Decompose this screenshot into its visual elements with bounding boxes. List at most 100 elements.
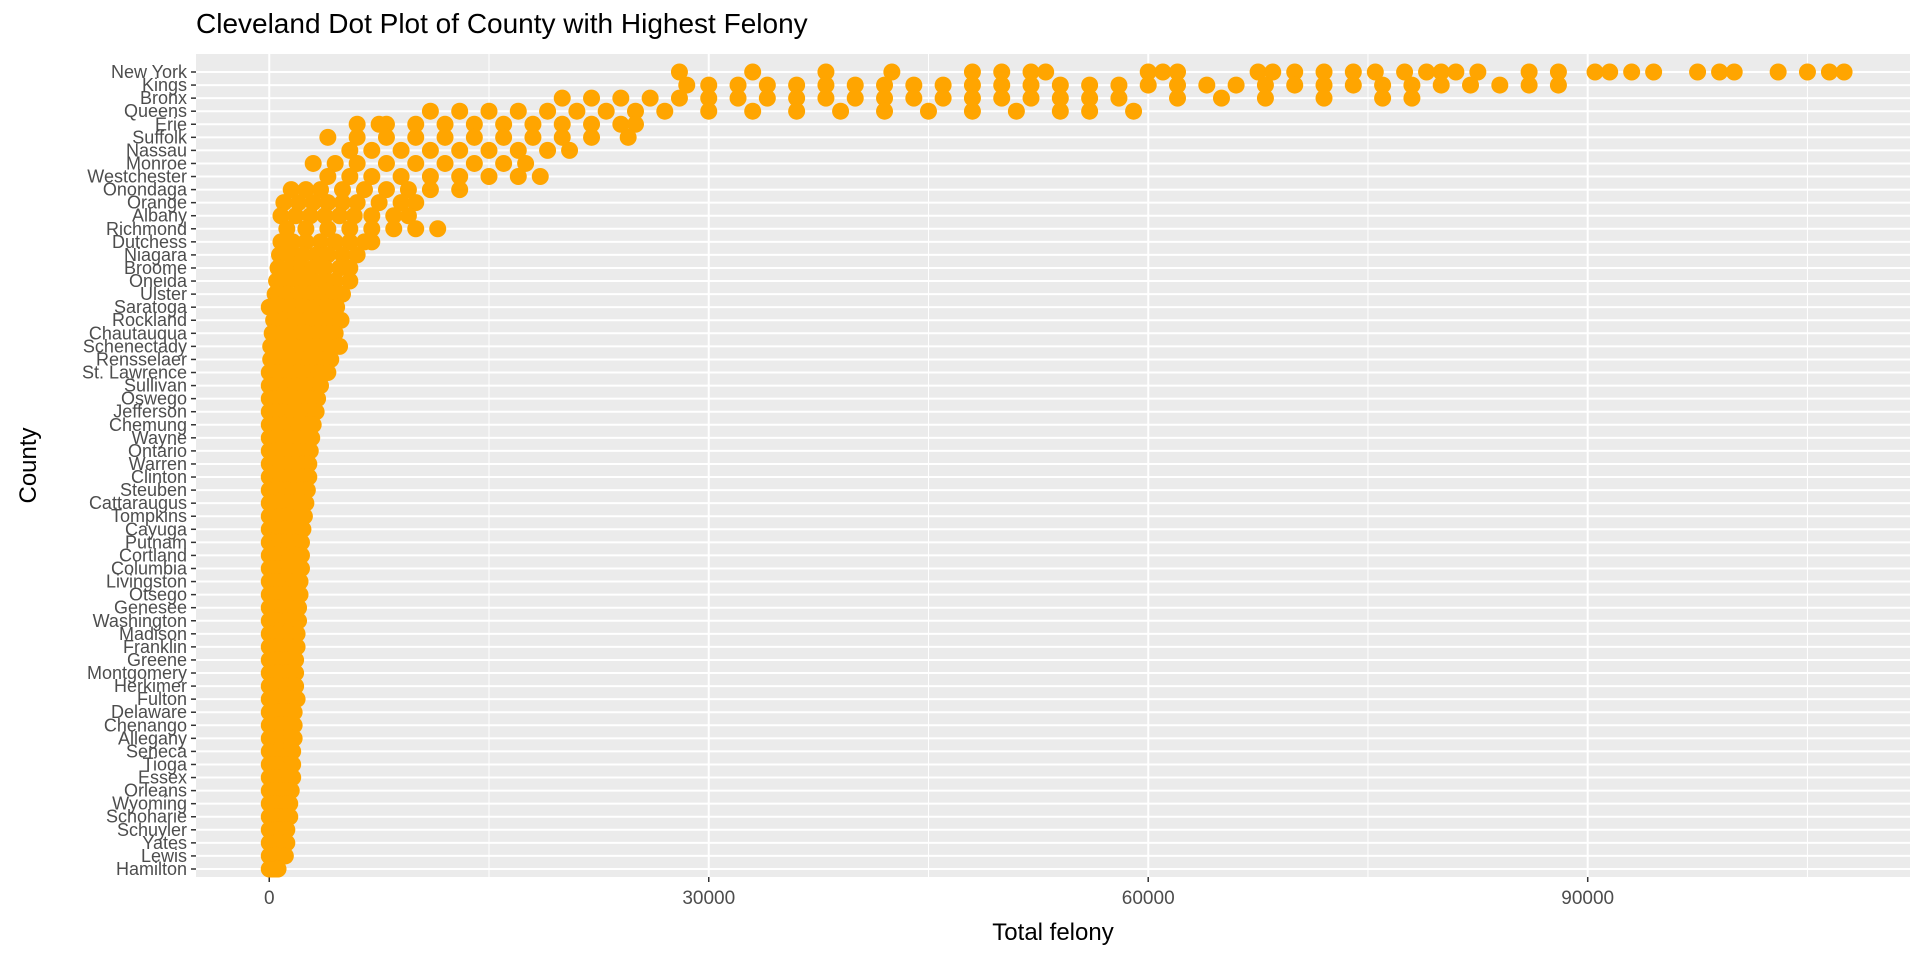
y-tick-label: Allegany: [118, 728, 187, 748]
y-tick-label: Schenectady: [83, 336, 187, 356]
y-tick-label: Sullivan: [124, 376, 187, 396]
data-point: [285, 729, 303, 747]
data-point: [363, 220, 381, 238]
data-point: [278, 834, 296, 852]
y-tick-label: Montgomery: [87, 663, 187, 683]
data-point: [333, 181, 351, 199]
y-tick-label: Livingston: [106, 572, 187, 592]
data-point: [333, 285, 351, 303]
data-point: [407, 128, 425, 146]
y-tick-label: Wyoming: [112, 794, 187, 814]
data-point: [282, 181, 300, 199]
data-point: [1315, 63, 1333, 81]
data-point: [568, 102, 586, 120]
data-point: [1586, 63, 1604, 81]
y-tick-label: Ulster: [140, 284, 187, 304]
data-point: [1374, 76, 1392, 94]
data-point: [788, 89, 806, 107]
data-point: [480, 168, 498, 186]
data-point: [1249, 63, 1267, 81]
y-tick-label: Ontario: [128, 441, 187, 461]
data-point: [1154, 63, 1172, 81]
y-tick-label: Essex: [138, 768, 187, 788]
data-point: [963, 63, 981, 81]
y-tick-label: Oneida: [129, 271, 188, 291]
data-point: [1212, 89, 1230, 107]
data-point: [517, 154, 535, 172]
data-point: [363, 233, 381, 251]
data-point: [678, 76, 696, 94]
data-point: [407, 220, 425, 238]
y-tick-label: Erie: [155, 114, 187, 134]
data-point: [656, 102, 674, 120]
data-point: [370, 194, 388, 212]
data-point: [1403, 76, 1421, 94]
data-point: [292, 259, 310, 277]
data-point: [1462, 76, 1480, 94]
data-point: [1051, 102, 1069, 120]
data-point: [407, 115, 425, 133]
y-tick-label: Wayne: [132, 428, 187, 448]
y-tick-label: Rockland: [112, 310, 187, 330]
data-point: [758, 76, 776, 94]
data-point: [1725, 63, 1743, 81]
data-point: [341, 220, 359, 238]
y-tick-label: Suffolk: [132, 127, 188, 147]
data-point: [1820, 63, 1838, 81]
data-point: [294, 520, 312, 538]
data-point: [700, 89, 718, 107]
data-point: [1344, 63, 1362, 81]
data-point: [319, 337, 337, 355]
data-point: [316, 207, 334, 225]
data-point: [291, 573, 309, 591]
data-point: [583, 89, 601, 107]
data-point: [341, 141, 359, 159]
y-tick-label: Jefferson: [113, 402, 187, 422]
data-point: [301, 285, 319, 303]
data-point: [276, 847, 294, 865]
data-point: [641, 89, 659, 107]
data-point: [670, 63, 688, 81]
data-point: [307, 298, 325, 316]
y-tick-label: St. Lawrence: [82, 363, 187, 383]
y-tick-label: Cattaraugus: [89, 493, 187, 513]
data-point: [287, 311, 305, 329]
data-point: [295, 507, 313, 525]
y-tick-label: Nassau: [126, 140, 187, 160]
data-point: [300, 468, 318, 486]
y-tick-label: Cayuga: [125, 519, 188, 539]
y-tick-label: Tioga: [143, 754, 188, 774]
y-tick-label: Kings: [142, 75, 187, 95]
data-point: [284, 769, 302, 787]
data-point: [309, 390, 327, 408]
data-point: [436, 154, 454, 172]
data-point: [298, 311, 316, 329]
data-point: [310, 311, 328, 329]
y-tick-label: Lewis: [141, 846, 187, 866]
data-point: [272, 337, 290, 355]
y-tick-label: Oswego: [121, 389, 187, 409]
data-point: [399, 181, 417, 199]
data-point: [817, 89, 835, 107]
data-point: [612, 89, 630, 107]
data-point: [421, 141, 439, 159]
data-point: [281, 808, 299, 826]
y-tick-label: Columbia: [111, 558, 188, 578]
y-tick-label: Richmond: [106, 219, 187, 239]
data-point: [287, 664, 305, 682]
data-point: [385, 207, 403, 225]
x-tick-label: 30000: [682, 888, 735, 909]
x-axis-ticks: 0 30000 60000 90000: [264, 877, 1614, 909]
data-point: [583, 115, 601, 133]
data-point: [285, 703, 303, 721]
data-point: [319, 246, 337, 264]
data-point: [670, 89, 688, 107]
data-point: [421, 168, 439, 186]
data-point: [287, 651, 305, 669]
data-point: [1169, 89, 1187, 107]
data-point: [1110, 89, 1128, 107]
data-point: [429, 220, 447, 238]
y-tick-label: Westchester: [87, 167, 187, 187]
data-point: [1125, 102, 1143, 120]
data-point: [1315, 76, 1333, 94]
